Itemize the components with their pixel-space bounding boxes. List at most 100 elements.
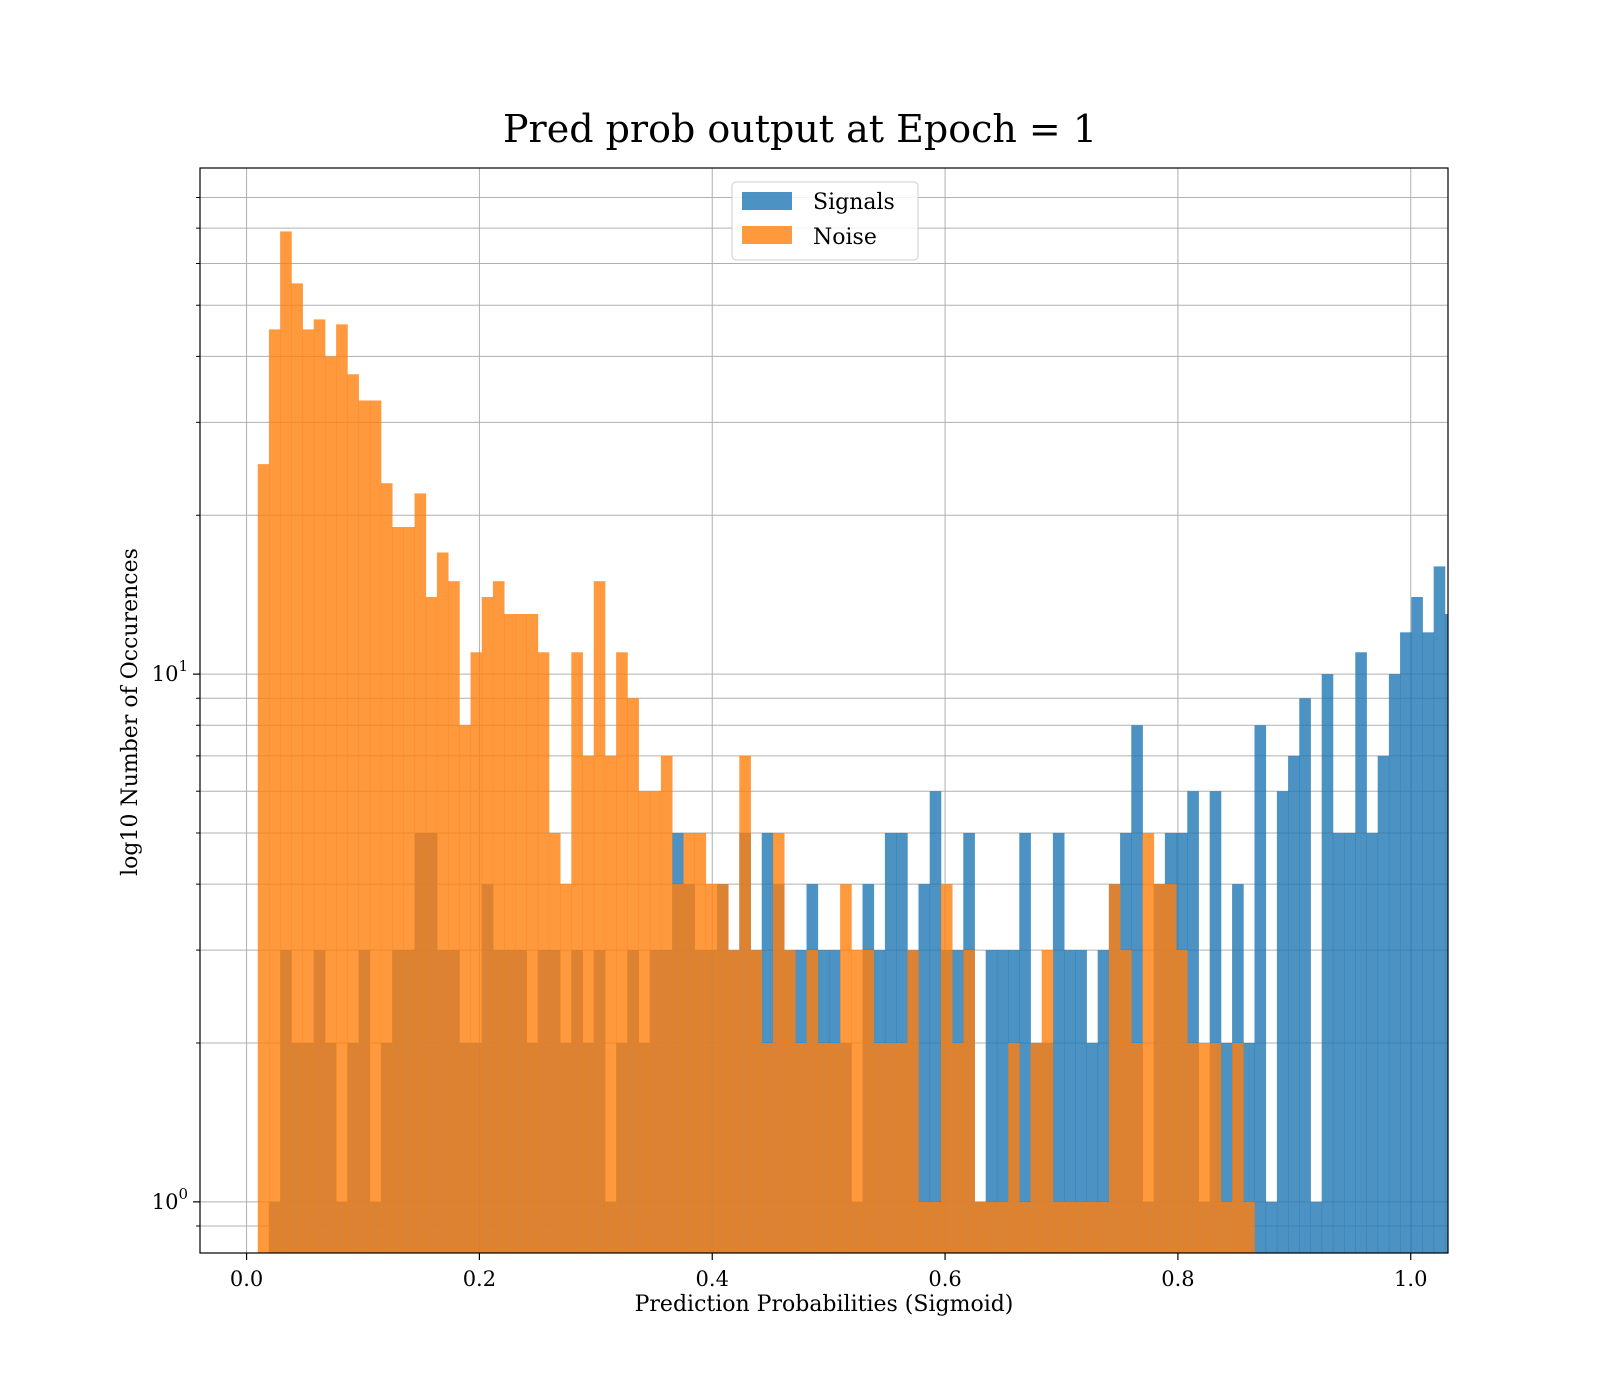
histogram-bar	[448, 581, 460, 1253]
histogram-bar	[1097, 1201, 1110, 1253]
histogram-bar	[929, 1201, 942, 1253]
histogram-bar	[918, 1201, 931, 1253]
histogram-bar	[280, 231, 292, 1253]
histogram-bar	[336, 324, 348, 1253]
histogram-bar	[1108, 884, 1121, 1253]
histogram-bar	[392, 527, 404, 1253]
plot-area	[199, 167, 1449, 1254]
histogram-bar	[1064, 1201, 1076, 1253]
histogram-bar	[1064, 950, 1076, 1253]
histogram-bar	[347, 374, 359, 1253]
histogram-bar	[1355, 652, 1367, 1253]
histogram-bar	[492, 581, 505, 1253]
histogram-bar	[985, 950, 998, 1253]
histogram-bar	[1041, 950, 1054, 1253]
histogram-bar	[369, 400, 382, 1253]
histogram-bar	[1209, 1042, 1222, 1253]
y-tick-label: 101	[152, 657, 188, 686]
legend-swatch-signals	[742, 192, 792, 210]
x-tick-label: 1.0	[1394, 1267, 1427, 1291]
y-axis: 100 101	[152, 197, 200, 1227]
histogram-bar	[1120, 950, 1132, 1253]
y-axis-label: log10 Number of Occurences	[118, 548, 143, 876]
histogram-bar	[694, 832, 707, 1253]
histogram-bar	[896, 1042, 908, 1253]
histogram-bar	[1075, 1201, 1087, 1253]
histogram-bar	[985, 1201, 998, 1253]
histogram-bar	[481, 597, 494, 1253]
histogram-bar	[1310, 1201, 1323, 1253]
histogram-bar	[1220, 1201, 1233, 1253]
histogram-bar	[1400, 632, 1412, 1253]
histogram-bar	[1366, 832, 1379, 1253]
histogram-bar	[380, 483, 393, 1253]
x-tick-label: 0.0	[230, 1267, 263, 1291]
histogram-bar	[851, 950, 863, 1253]
bars-layer	[257, 231, 1448, 1253]
histogram-bar	[795, 1042, 807, 1253]
histogram-bar	[459, 725, 471, 1253]
histogram-bar	[1187, 1042, 1199, 1253]
histogram-bar	[739, 755, 751, 1253]
histogram-bar	[996, 950, 1009, 1253]
histogram-bar	[268, 329, 281, 1253]
histogram-bar	[940, 884, 953, 1253]
histogram-bar	[1422, 632, 1435, 1253]
histogram-bar	[257, 464, 270, 1253]
histogram-bar	[548, 832, 561, 1253]
histogram-bar	[1086, 1201, 1099, 1253]
histogram-bar	[660, 755, 673, 1253]
histogram-bar	[884, 1042, 897, 1253]
histogram-bar	[817, 1042, 830, 1253]
histogram-bar	[627, 698, 639, 1253]
histogram-bar	[1030, 1042, 1043, 1253]
x-tick-label: 0.8	[1161, 1267, 1194, 1291]
x-axis: 0.0 0.2 0.4 0.6 0.8 1.0	[230, 1253, 1427, 1291]
histogram-bar	[963, 950, 975, 1253]
histogram-bar	[1444, 613, 1448, 1253]
histogram-bar	[1075, 950, 1087, 1253]
histogram-bar	[672, 884, 684, 1253]
histogram-bar	[1243, 1042, 1255, 1253]
histogram-bar	[1243, 1201, 1255, 1253]
legend-swatch-noise	[742, 226, 792, 244]
histogram-bar	[1019, 832, 1031, 1253]
histogram-bar	[1232, 1042, 1244, 1253]
plot-frame	[199, 167, 1449, 1254]
histogram-bar	[436, 552, 449, 1253]
y-tick-label: 100	[152, 1185, 188, 1214]
histogram-bar	[593, 581, 606, 1253]
histogram-bar	[414, 493, 427, 1253]
histogram-bar	[683, 832, 695, 1253]
histogram-bar	[1411, 597, 1423, 1253]
histogram-bar	[649, 791, 662, 1253]
histogram-bar	[806, 950, 819, 1253]
histogram-bar	[1265, 1201, 1278, 1253]
histogram-bar	[918, 884, 931, 1253]
x-axis-label: Prediction Probabilities (Sigmoid)	[635, 1292, 1014, 1317]
chart-title: Pred prob output at Epoch = 1	[503, 107, 1097, 151]
histogram-bar	[638, 791, 651, 1253]
histogram-bar	[1164, 884, 1177, 1253]
histogram-bar	[526, 613, 539, 1253]
histogram-bar	[1176, 950, 1188, 1253]
histogram-bar	[1220, 1042, 1233, 1253]
histogram-bar	[929, 791, 942, 1253]
histogram-bar	[537, 652, 550, 1253]
histogram-bar	[952, 1042, 964, 1253]
histogram-bar	[425, 597, 438, 1253]
histogram-bar	[403, 527, 415, 1253]
x-tick-label: 0.6	[928, 1267, 961, 1291]
histogram-bar	[996, 1201, 1009, 1253]
histogram-bar	[862, 950, 875, 1253]
x-tick-label: 0.2	[463, 1267, 496, 1291]
legend: Signals Noise	[731, 181, 919, 261]
histogram-bar	[1187, 791, 1199, 1253]
histogram-bar	[1052, 1201, 1065, 1253]
histogram-bar	[1433, 566, 1446, 1253]
histogram-bar	[560, 884, 572, 1253]
histogram-bar	[324, 356, 337, 1253]
histogram-bar	[1142, 832, 1155, 1253]
histogram-bar	[750, 950, 763, 1253]
histogram-bar	[604, 755, 617, 1253]
